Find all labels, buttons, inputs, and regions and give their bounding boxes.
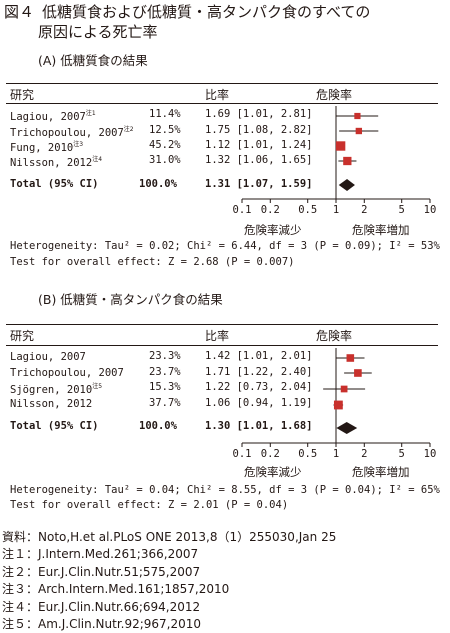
panel-a-overall-effect: Test for overall effect: Z = 2.68 (P = 0… <box>10 256 295 268</box>
study-weight: 37.7% <box>149 397 181 409</box>
study-weight: 12.5% <box>149 124 181 136</box>
study-name: Lagiou, 2007 <box>10 111 86 123</box>
study-weight: 11.4% <box>149 108 181 120</box>
study-note: 注3 <box>73 141 84 148</box>
panel-a-header-ratio: 比率 <box>205 88 230 102</box>
total-weight: 100.0% <box>139 178 177 190</box>
study-note: 注4 <box>92 156 103 163</box>
study-ratio: 1.71 [1.22, 2.40] <box>205 366 313 378</box>
study-name: Fung, 2010 <box>10 142 74 154</box>
x-axis-tick-label: 5 <box>399 204 405 216</box>
x-axis-tick-label: 2 <box>361 448 367 460</box>
total-ratio: 1.31 [1.07, 1.59] <box>205 178 313 190</box>
total-weight: 100.0% <box>139 420 177 432</box>
axis-left-label: 危険率減少 <box>244 223 302 237</box>
reference-note-4: 注４：Eur.J.Clin.Nutr.66;694,2012 <box>2 599 201 614</box>
x-axis-tick-label: 1 <box>333 448 339 460</box>
reference-note-1: 注１：J.Intern.Med.261;366,2007 <box>2 547 199 562</box>
reference-note-3: 注３：Arch.Intern.Med.161;1857,2010 <box>2 582 230 597</box>
study-ratio: 1.69 [1.01, 2.81] <box>205 108 313 120</box>
table-row: Nilsson, 2012注4 <box>10 154 102 169</box>
total-diamond <box>336 422 358 434</box>
study-marker <box>354 112 361 120</box>
figure-title-line1: 低糖質食および低糖質・高タンパク食のすべての <box>42 3 371 21</box>
study-name: Trichopoulou, 2007 <box>10 127 124 139</box>
x-axis-tick-label: 10 <box>424 448 437 460</box>
study-name: Lagiou, 2007 <box>10 351 86 363</box>
x-axis-tick-label: 0.1 <box>233 448 252 460</box>
study-note: 注1 <box>85 110 96 117</box>
axis-left-label: 危険率減少 <box>244 465 302 479</box>
panel-b-header-risk: 危険率 <box>316 329 353 343</box>
table-row: Lagiou, 2007 <box>10 350 86 363</box>
total-label: Total (95% CI) <box>10 178 99 190</box>
study-marker <box>333 400 343 410</box>
x-axis-tick-label: 10 <box>424 204 437 216</box>
panel-b-title: (B) 低糖質・高タンパク食の結果 <box>38 292 223 307</box>
panel-a-top-rule <box>6 83 438 84</box>
table-row: Sjögren, 2010注5 <box>10 381 102 396</box>
table-row: Nilsson, 2012 <box>10 397 92 410</box>
study-note: 注5 <box>92 383 103 390</box>
figure-title: 図４ 低糖質食および低糖質・高タンパク食のすべての 原因による死亡率 <box>4 2 448 42</box>
study-marker <box>355 127 363 135</box>
total-ratio: 1.30 [1.01, 1.68] <box>205 420 313 432</box>
panel-b-heterogeneity: Heterogeneity: Tau² = 0.04; Chi² = 8.55,… <box>10 484 440 496</box>
study-name: Trichopoulou, 2007 <box>10 367 124 379</box>
study-weight: 31.0% <box>149 154 181 166</box>
study-ratio: 1.12 [1.01, 1.24] <box>205 139 313 151</box>
study-ratio: 1.75 [1.08, 2.82] <box>205 124 313 136</box>
x-axis-tick-label: 0.2 <box>261 204 280 216</box>
study-marker <box>340 385 348 393</box>
panel-b-header-study: 研究 <box>10 329 35 343</box>
table-row: Fung, 2010注3 <box>10 139 83 154</box>
panel-b-header-ratio: 比率 <box>205 329 230 343</box>
study-note: 注2 <box>123 126 134 133</box>
study-ratio: 1.42 [1.01, 2.01] <box>205 350 313 362</box>
study-marker <box>335 141 346 151</box>
study-marker <box>354 369 362 377</box>
table-row: Lagiou, 2007注1 <box>10 108 96 123</box>
x-axis-tick-label: 0.2 <box>261 448 280 460</box>
x-axis-tick-label: 2 <box>361 204 367 216</box>
total-label: Total (95% CI) <box>10 420 99 432</box>
panel-a-header-risk: 危険率 <box>316 88 353 102</box>
study-weight: 15.3% <box>149 381 181 393</box>
x-axis-tick-label: 0.1 <box>233 204 252 216</box>
x-axis-tick-label: 5 <box>399 448 405 460</box>
figure-label: 図４ <box>4 3 35 21</box>
study-marker <box>343 156 352 166</box>
study-marker <box>346 354 355 362</box>
panel-a-title: (A) 低糖質食の結果 <box>38 53 148 68</box>
figure-title-line2: 原因による死亡率 <box>38 23 158 41</box>
study-ratio: 1.32 [1.06, 1.65] <box>205 154 313 166</box>
panel-a-header-study: 研究 <box>10 88 35 102</box>
study-name: Nilsson, 2012 <box>10 157 93 169</box>
panel-b-top-rule <box>6 324 438 325</box>
panel-a-header-rule <box>6 103 438 104</box>
reference-source: 資料：Noto,H.et al.PLoS ONE 2013,8（1）255030… <box>2 530 337 544</box>
references: 資料：Noto,H.et al.PLoS ONE 2013,8（1）255030… <box>2 529 336 633</box>
table-row: Trichopoulou, 2007 <box>10 366 124 379</box>
axis-right-label: 危険率増加 <box>352 223 410 237</box>
x-axis-tick-label: 0.5 <box>298 204 317 216</box>
panel-b-header-rule <box>6 345 438 346</box>
study-weight: 23.3% <box>149 350 181 362</box>
panel-b-overall-effect: Test for overall effect: Z = 2.01 (P = 0… <box>10 499 289 511</box>
study-ratio: 1.06 [0.94, 1.19] <box>205 397 313 409</box>
x-axis-tick-label: 0.5 <box>298 448 317 460</box>
study-ratio: 1.22 [0.73, 2.04] <box>205 381 313 393</box>
reference-note-2: 注２：Eur.J.Clin.Nutr.51;575,2007 <box>2 564 201 579</box>
axis-right-label: 危険率増加 <box>352 465 410 479</box>
study-name: Nilsson, 2012 <box>10 398 93 410</box>
x-axis-tick-label: 1 <box>333 204 339 216</box>
total-diamond <box>338 179 355 191</box>
study-weight: 45.2% <box>149 139 181 151</box>
study-weight: 23.7% <box>149 366 181 378</box>
study-name: Sjögren, 2010 <box>10 384 93 396</box>
panel-a-heterogeneity: Heterogeneity: Tau² = 0.02; Chi² = 6.44,… <box>10 240 440 252</box>
reference-note-5: 注５：Am.J.Clin.Nutr.92;967,2010 <box>2 617 202 632</box>
table-row: Trichopoulou, 2007注2 <box>10 124 134 139</box>
